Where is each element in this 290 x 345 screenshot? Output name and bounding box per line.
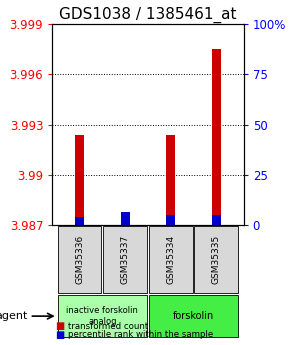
Text: ■: ■	[55, 321, 64, 331]
FancyBboxPatch shape	[149, 226, 193, 293]
Bar	[121, 217, 130, 225]
Text: GSM35335: GSM35335	[212, 235, 221, 284]
Text: forskolin: forskolin	[173, 311, 214, 321]
Text: GSM35336: GSM35336	[75, 235, 84, 284]
Bar	[75, 217, 84, 225]
Bar	[121, 212, 130, 225]
Text: transformed count: transformed count	[68, 322, 148, 331]
Text: percentile rank within the sample: percentile rank within the sample	[68, 330, 213, 339]
FancyBboxPatch shape	[58, 226, 102, 293]
Text: ■: ■	[55, 330, 64, 339]
Bar	[166, 135, 175, 225]
FancyBboxPatch shape	[149, 295, 238, 337]
Title: GDS1038 / 1385461_at: GDS1038 / 1385461_at	[59, 7, 237, 23]
Text: GSM35337: GSM35337	[121, 235, 130, 284]
Bar	[212, 215, 221, 225]
Text: agent: agent	[0, 311, 27, 321]
FancyBboxPatch shape	[103, 226, 147, 293]
Bar	[75, 135, 84, 225]
Bar	[166, 215, 175, 225]
Text: GSM35334: GSM35334	[166, 235, 175, 284]
Text: inactive forskolin
analog: inactive forskolin analog	[66, 306, 138, 326]
FancyBboxPatch shape	[58, 295, 147, 337]
FancyBboxPatch shape	[194, 226, 238, 293]
Bar	[212, 49, 221, 225]
